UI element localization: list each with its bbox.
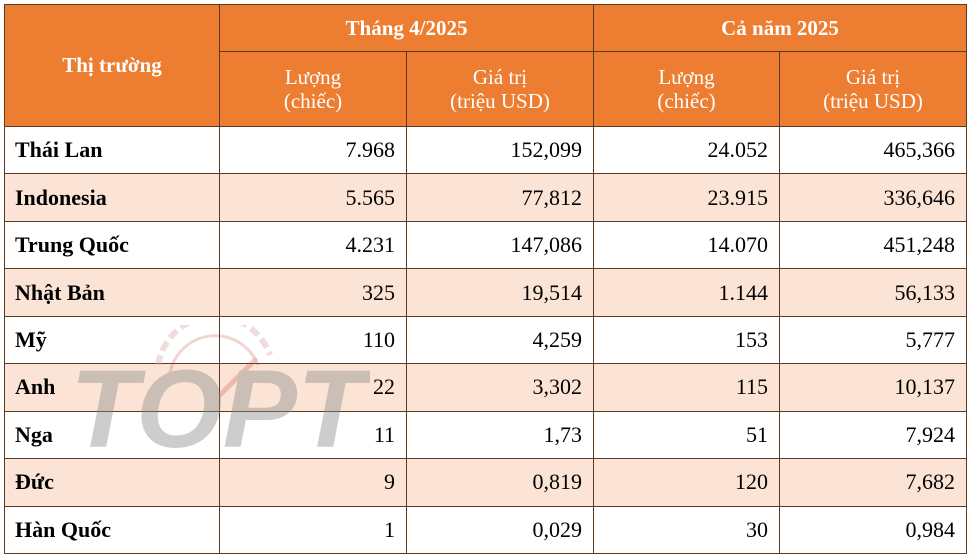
header-value-line1: Giá trị <box>472 65 528 89</box>
header-value-line2: (triệu USD) <box>823 89 923 113</box>
table-row: Nhật Bản 325 19,514 1.144 56,133 <box>4 268 968 317</box>
april-quantity: 11 <box>219 410 407 460</box>
april-value: 0,819 <box>405 458 595 507</box>
header-quantity-line1: Lượng <box>284 65 342 89</box>
table-row: Indonesia 5.565 77,812 23.915 336,646 <box>4 173 968 222</box>
april-value: 3,302 <box>405 363 595 412</box>
year-quantity: 120 <box>593 458 781 507</box>
april-quantity: 325 <box>219 268 407 317</box>
year-quantity: 24.052 <box>593 125 781 175</box>
april-quantity: 7.968 <box>219 125 407 175</box>
table-row: Thái Lan 7.968 152,099 24.052 465,366 <box>4 125 968 175</box>
table-row: Mỹ 110 4,259 153 5,777 <box>4 315 968 365</box>
april-quantity: 4.231 <box>219 220 407 270</box>
year-value: 451,248 <box>779 220 968 270</box>
april-value: 4,259 <box>405 315 595 365</box>
april-quantity: 9 <box>219 458 407 507</box>
market-name: Indonesia <box>4 173 220 222</box>
header-quantity-line2: (chiếc) <box>657 89 716 113</box>
april-value: 1,73 <box>405 410 595 460</box>
header-value-line2: (triệu USD) <box>450 89 550 113</box>
header-quantity-line2: (chiếc) <box>283 89 343 113</box>
april-quantity: 1 <box>219 505 407 554</box>
april-value: 19,514 <box>405 268 595 317</box>
table-row: Hàn Quốc 1 0,029 30 0,984 <box>4 505 968 554</box>
market-name: Đức <box>4 458 220 507</box>
year-quantity: 23.915 <box>593 173 781 222</box>
header-group-year: Cả năm 2025 <box>593 4 968 52</box>
table-row: Trung Quốc 4.231 147,086 14.070 451,248 <box>4 220 968 270</box>
year-quantity: 14.070 <box>593 220 781 270</box>
year-value: 10,137 <box>779 363 968 412</box>
header-value-line1: Giá trị <box>845 65 901 89</box>
header-year-value: Giá trị (triệu USD) <box>779 51 968 127</box>
april-quantity: 22 <box>219 363 407 412</box>
year-quantity: 115 <box>593 363 781 412</box>
market-table: Thị trường Tháng 4/2025 Cả năm 2025 Lượn… <box>4 4 968 554</box>
april-value: 0,029 <box>405 505 595 554</box>
header-april-quantity: Lượng (chiếc) <box>219 51 407 127</box>
year-value: 7,682 <box>779 458 968 507</box>
table-row: Nga 11 1,73 51 7,924 <box>4 410 968 460</box>
year-value: 465,366 <box>779 125 968 175</box>
market-name: Thái Lan <box>4 125 220 175</box>
year-value: 56,133 <box>779 268 968 317</box>
header-group-april: Tháng 4/2025 <box>218 4 595 52</box>
market-name: Mỹ <box>4 315 220 365</box>
april-value: 147,086 <box>405 220 595 270</box>
market-name: Nhật Bản <box>4 268 220 317</box>
april-value: 77,812 <box>405 173 595 222</box>
year-quantity: 51 <box>593 410 781 460</box>
table-row: Đức 9 0,819 120 7,682 <box>4 458 968 507</box>
market-name: Anh <box>4 363 220 412</box>
header-quantity-line1: Lượng <box>658 65 715 89</box>
table-row: Anh 22 3,302 115 10,137 <box>4 363 968 412</box>
year-value: 336,646 <box>779 173 968 222</box>
year-value: 7,924 <box>779 410 968 460</box>
april-quantity: 110 <box>219 315 407 365</box>
header-market: Thị trường <box>4 4 220 127</box>
year-value: 0,984 <box>779 505 968 554</box>
year-quantity: 153 <box>593 315 781 365</box>
year-quantity: 30 <box>593 505 781 554</box>
april-quantity: 5.565 <box>219 173 407 222</box>
april-value: 152,099 <box>405 125 595 175</box>
header-year-quantity: Lượng (chiếc) <box>593 51 781 127</box>
market-name: Trung Quốc <box>4 220 220 270</box>
market-name: Hàn Quốc <box>4 505 220 554</box>
header-april-value: Giá trị (triệu USD) <box>405 51 595 127</box>
year-value: 5,777 <box>779 315 968 365</box>
year-quantity: 1.144 <box>593 268 781 317</box>
market-name: Nga <box>4 410 220 460</box>
